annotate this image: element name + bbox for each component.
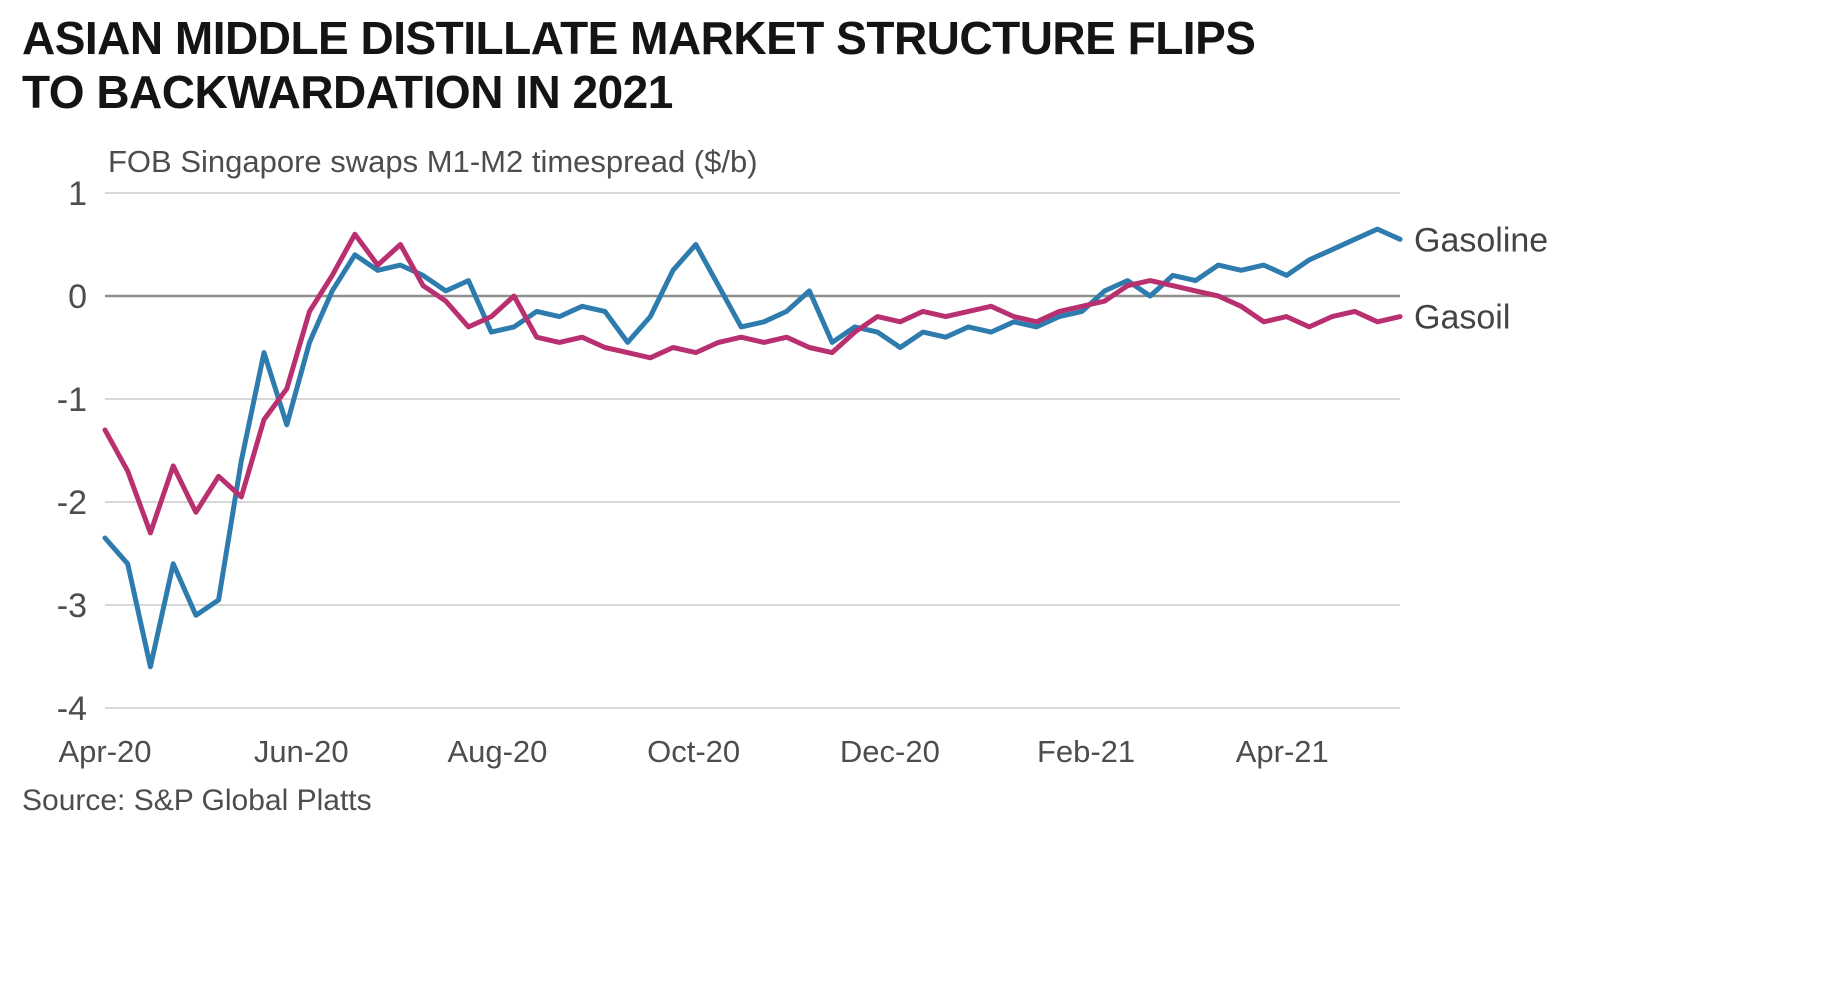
chart-title: ASIAN MIDDLE DISTILLATE MARKET STRUCTURE… (22, 12, 1442, 120)
gasoil-line (102, 231, 1403, 536)
chart-title-line1: ASIAN MIDDLE DISTILLATE MARKET STRUCTURE… (22, 12, 1256, 64)
source-credit: Source: S&P Global Platts (22, 784, 372, 817)
x-axis-tick-label: Aug-20 (447, 734, 547, 769)
x-axis-tick-label: Jun-20 (254, 734, 349, 769)
chart-title-line2: TO BACKWARDATION IN 2021 (22, 65, 673, 118)
x-axis-tick-label: Apr-21 (1236, 734, 1329, 769)
x-axis-tick-label: Oct-20 (647, 734, 740, 769)
gasoline-series-label: Gasoline (1414, 221, 1548, 259)
y-axis-tick-label: -3 (57, 587, 87, 625)
x-axis-tick-label: Apr-20 (58, 734, 151, 769)
x-axis-tick-label: Dec-20 (840, 734, 940, 769)
gasoil-series-label: Gasoil (1414, 299, 1510, 337)
gasoline-line (102, 226, 1403, 670)
y-axis-tick-label: 1 (68, 175, 87, 213)
y-axis-tick-label: 0 (68, 278, 87, 316)
y-axis-tick-label: -4 (57, 690, 87, 728)
y-axis-tick-label: -2 (57, 484, 87, 522)
chart-subtitle: FOB Singapore swaps M1-M2 timespread ($/… (108, 144, 758, 179)
x-axis-tick-label: Feb-21 (1037, 734, 1135, 769)
y-axis-tick-label: -1 (57, 381, 87, 419)
